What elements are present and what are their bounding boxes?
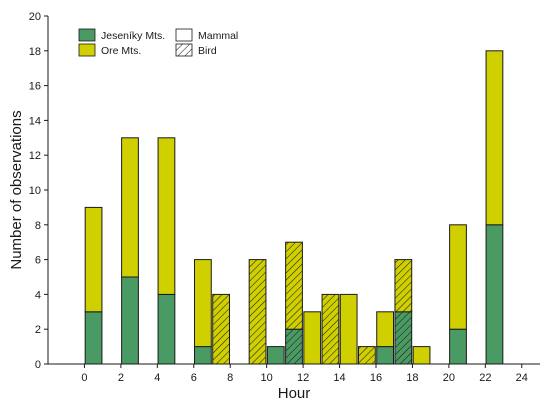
legend-label-bird: Bird — [198, 45, 217, 57]
x-tick-label: 10 — [261, 372, 273, 384]
bar-segment-jeseniky-mammal — [266, 346, 285, 365]
y-tick-label: 4 — [35, 289, 41, 301]
bar-segment-jeseniky-mammal — [157, 293, 176, 365]
bar-segment-ore-mammal — [303, 311, 322, 365]
bar-segment-ore-mammal — [157, 137, 176, 295]
bar-segment-jeseniky-mammal — [376, 346, 394, 365]
bar-segment-ore-mammal — [194, 259, 212, 348]
y-ticks: 0 2 4 6 8 10 12 14 16 18 20 — [29, 11, 48, 371]
bar-hatch-overlay — [358, 346, 376, 364]
legend-label-jeseniky: Jeseníky Mts. — [101, 30, 165, 42]
bar-hatch-overlay — [285, 329, 303, 364]
x-tick-label: 14 — [333, 372, 345, 384]
x-tick-label: 12 — [297, 372, 309, 384]
x-ticks: 0 2 4 6 8 10 12 14 16 18 20 22 24 — [81, 364, 528, 384]
x-tick-label: 4 — [154, 372, 160, 384]
legend-swatch-mammal — [175, 28, 193, 42]
legend-label-mammal: Mammal — [198, 30, 238, 42]
bar-hatch-overlay — [394, 311, 412, 364]
bar-segment-ore-mammal — [376, 311, 394, 348]
legend: Jeseníky Mts. Ore Mts. Mammal Bird — [78, 28, 238, 57]
legend-label-ore: Ore Mts. — [101, 45, 141, 57]
bar-segment-jeseniky-mammal — [84, 311, 103, 365]
bar-segment-ore-mammal — [412, 346, 431, 365]
x-tick-label: 6 — [191, 372, 197, 384]
x-tick-label: 2 — [118, 372, 124, 384]
bar-segment-ore-mammal — [121, 137, 139, 278]
legend-swatch-bird — [175, 43, 193, 57]
bar-hatch-overlay — [212, 294, 230, 364]
y-tick-label: 8 — [35, 220, 41, 232]
x-tick-label: 24 — [516, 372, 528, 384]
y-axis-label: Number of observations — [8, 110, 25, 269]
x-tick-label: 18 — [406, 372, 418, 384]
bar-hatch-overlay — [322, 294, 339, 364]
y-tick-label: 10 — [29, 185, 41, 197]
y-tick-label: 0 — [35, 359, 41, 371]
bar-segment-jeseniky-mammal — [485, 224, 504, 365]
bar-segment-ore-mammal — [84, 206, 103, 313]
bars-layer — [84, 50, 504, 365]
x-tick-label: 22 — [479, 372, 491, 384]
y-tick-label: 12 — [29, 150, 41, 162]
x-tick-label: 0 — [81, 372, 87, 384]
y-tick-label: 6 — [35, 255, 41, 267]
y-tick-label: 16 — [29, 81, 41, 93]
bar-segment-jeseniky-mammal — [194, 346, 212, 365]
x-tick-label: 16 — [370, 372, 382, 384]
y-tick-label: 2 — [35, 324, 41, 336]
bar-segment-jeseniky-mammal — [449, 328, 467, 365]
x-tick-label: 8 — [227, 372, 233, 384]
bar-hatch-overlay — [394, 259, 412, 312]
bar-segment-ore-mammal — [339, 293, 358, 365]
bar-segment-jeseniky-mammal — [121, 276, 139, 365]
y-tick-label: 18 — [29, 46, 41, 58]
bar-segment-ore-mammal — [485, 50, 504, 226]
x-tick-label: 20 — [443, 372, 455, 384]
bar-hatch-overlay — [249, 259, 266, 364]
y-tick-label: 14 — [29, 115, 41, 127]
bar-segment-ore-mammal — [449, 224, 467, 330]
x-axis-label: Hour — [278, 385, 311, 402]
y-tick-label: 20 — [29, 11, 41, 23]
bar-hatch-overlay — [285, 242, 303, 330]
legend-swatch-ore — [78, 43, 96, 57]
legend-swatch-jeseniky — [78, 28, 96, 42]
